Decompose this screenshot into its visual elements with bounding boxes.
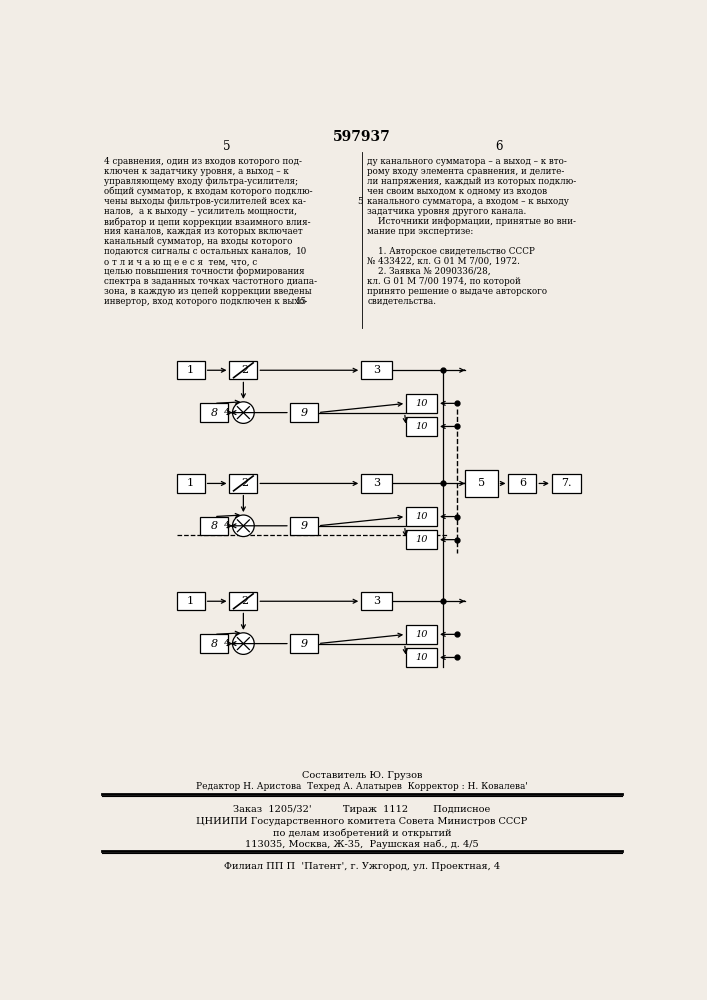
Bar (406, 625, 437, 644)
Text: 8: 8 (211, 408, 218, 418)
Text: 113035, Москва, Ж-35,  Раушская наб., д. 4/5: 113035, Москва, Ж-35, Раушская наб., д. … (245, 839, 479, 849)
Text: принято решение о выдаче авторского: принято решение о выдаче авторского (368, 287, 547, 296)
Text: зона, в каждую из цепей коррекции введены: зона, в каждую из цепей коррекции введен… (104, 287, 312, 296)
Text: 9: 9 (300, 521, 308, 531)
Text: задатчика уровня другого канала.: задатчика уровня другого канала. (368, 207, 527, 216)
Bar (290, 517, 317, 535)
Bar (361, 474, 392, 493)
Bar (230, 592, 257, 610)
Text: мание при экспертизе:: мание при экспертизе: (368, 227, 474, 236)
Text: 3: 3 (373, 596, 380, 606)
Text: 3: 3 (373, 478, 380, 488)
Text: ду канального сумматора – а выход – к вто-: ду канального сумматора – а выход – к вт… (368, 157, 567, 166)
Bar (230, 361, 257, 379)
Text: 1: 1 (187, 365, 194, 375)
Bar (406, 530, 437, 549)
Text: 6: 6 (519, 478, 526, 488)
Bar (177, 474, 204, 493)
Text: 6: 6 (496, 140, 503, 153)
Text: кл. G 01 M 7/00 1974, по которой: кл. G 01 M 7/00 1974, по которой (368, 277, 524, 286)
Text: 2: 2 (241, 365, 248, 375)
Text: ли напряжения, каждый из которых подклю-: ли напряжения, каждый из которых подклю- (368, 177, 577, 186)
Bar (406, 507, 437, 526)
Text: 2: 2 (241, 596, 248, 606)
Text: 4: 4 (224, 639, 230, 648)
Bar (361, 361, 392, 379)
Text: ключен к задатчику уровня, а выход – к: ключен к задатчику уровня, а выход – к (104, 167, 288, 176)
Text: 5: 5 (478, 478, 485, 488)
Text: Источники информации, принятые во вни-: Источники информации, принятые во вни- (368, 217, 576, 226)
Text: 15: 15 (296, 297, 308, 306)
Text: ния каналов, каждая из которых включает: ния каналов, каждая из которых включает (104, 227, 303, 236)
Text: 2: 2 (241, 478, 248, 488)
Bar (290, 634, 317, 653)
Text: 10: 10 (416, 399, 428, 408)
Text: вибратор и цепи коррекции взаимного влия-: вибратор и цепи коррекции взаимного влия… (104, 217, 310, 227)
Text: 9: 9 (300, 408, 308, 418)
Text: общий сумматор, к входам которого подклю-: общий сумматор, к входам которого подклю… (104, 187, 312, 196)
Text: Филиал ПП П  'Патент', г. Ужгород, ул. Проектная, 4: Филиал ПП П 'Патент', г. Ужгород, ул. Пр… (224, 862, 500, 871)
Bar (361, 592, 392, 610)
Text: ЦНИИПИ Государственного комитета Совета Министров СССР: ЦНИИПИ Государственного комитета Совета … (197, 817, 527, 826)
Text: Составитель Ю. Грузов: Составитель Ю. Грузов (302, 771, 422, 780)
Text: Заказ  1205/32'          Тираж  1112        Подписное: Заказ 1205/32' Тираж 1112 Подписное (233, 805, 491, 814)
Bar (406, 394, 437, 413)
Bar (465, 470, 498, 497)
Text: канального сумматора, а входом – к выходу: канального сумматора, а входом – к выход… (368, 197, 569, 206)
Text: свидетельства.: свидетельства. (368, 297, 436, 306)
Text: 3: 3 (373, 365, 380, 375)
Bar (200, 517, 228, 535)
Text: целью повышения точности формирования: целью повышения точности формирования (104, 267, 305, 276)
Text: 8: 8 (211, 639, 218, 649)
Text: налов,  а к выходу – усилитель мощности,: налов, а к выходу – усилитель мощности, (104, 207, 297, 216)
Bar (200, 634, 228, 653)
Text: 4: 4 (224, 521, 230, 530)
Bar (200, 403, 228, 422)
Text: 4 сравнения, один из входов которого под-: 4 сравнения, один из входов которого под… (104, 157, 302, 166)
Bar (177, 361, 204, 379)
Text: 4: 4 (224, 408, 230, 417)
Bar (290, 403, 317, 422)
Bar (552, 474, 581, 493)
Text: № 433422, кл. G 01 M 7/00, 1972.: № 433422, кл. G 01 M 7/00, 1972. (368, 257, 520, 266)
Text: 9: 9 (300, 639, 308, 649)
Text: 10: 10 (416, 512, 428, 521)
Text: 597937: 597937 (333, 130, 391, 144)
Text: 10: 10 (416, 535, 428, 544)
Text: 1. Авторское свидетельство СССР: 1. Авторское свидетельство СССР (368, 247, 535, 256)
Text: 8: 8 (211, 521, 218, 531)
Circle shape (233, 515, 255, 537)
Text: подаются сигналы с остальных каналов,: подаются сигналы с остальных каналов, (104, 247, 291, 256)
Text: 1: 1 (187, 478, 194, 488)
Text: 10: 10 (416, 630, 428, 639)
Text: 5: 5 (223, 140, 230, 153)
Text: Редактор Н. Аристова  Техред А. Алатырев  Корректор : Н. Ковалева': Редактор Н. Аристова Техред А. Алатырев … (196, 782, 528, 791)
Text: 2. Заявка № 2090336/28,: 2. Заявка № 2090336/28, (368, 267, 491, 276)
Text: 1: 1 (187, 596, 194, 606)
Bar (177, 592, 204, 610)
Text: инвертор, вход которого подключен к выхо-: инвертор, вход которого подключен к выхо… (104, 297, 308, 306)
Text: чен своим выходом к одному из входов: чен своим выходом к одному из входов (368, 187, 547, 196)
Text: о т л и ч а ю щ е е с я  тем, что, с: о т л и ч а ю щ е е с я тем, что, с (104, 257, 257, 266)
Bar (406, 648, 437, 667)
Text: 10: 10 (296, 247, 308, 256)
Text: управляющему входу фильтра-усилителя;: управляющему входу фильтра-усилителя; (104, 177, 298, 186)
Text: 10: 10 (416, 422, 428, 431)
Text: 10: 10 (416, 653, 428, 662)
Text: 5: 5 (357, 197, 363, 206)
Text: чены выходы фильтров-усилителей всех ка-: чены выходы фильтров-усилителей всех ка- (104, 197, 306, 206)
Circle shape (233, 402, 255, 423)
Bar (230, 474, 257, 493)
Text: рому входу элемента сравнения, и делите-: рому входу элемента сравнения, и делите- (368, 167, 565, 176)
Text: по делам изобретений и открытий: по делам изобретений и открытий (273, 828, 451, 838)
Text: 7.: 7. (561, 478, 572, 488)
Bar (508, 474, 537, 493)
Text: спектра в заданных точках частотного диапа-: спектра в заданных точках частотного диа… (104, 277, 317, 286)
Text: канальный сумматор, на входы которого: канальный сумматор, на входы которого (104, 237, 293, 246)
Circle shape (233, 633, 255, 654)
Bar (406, 417, 437, 436)
